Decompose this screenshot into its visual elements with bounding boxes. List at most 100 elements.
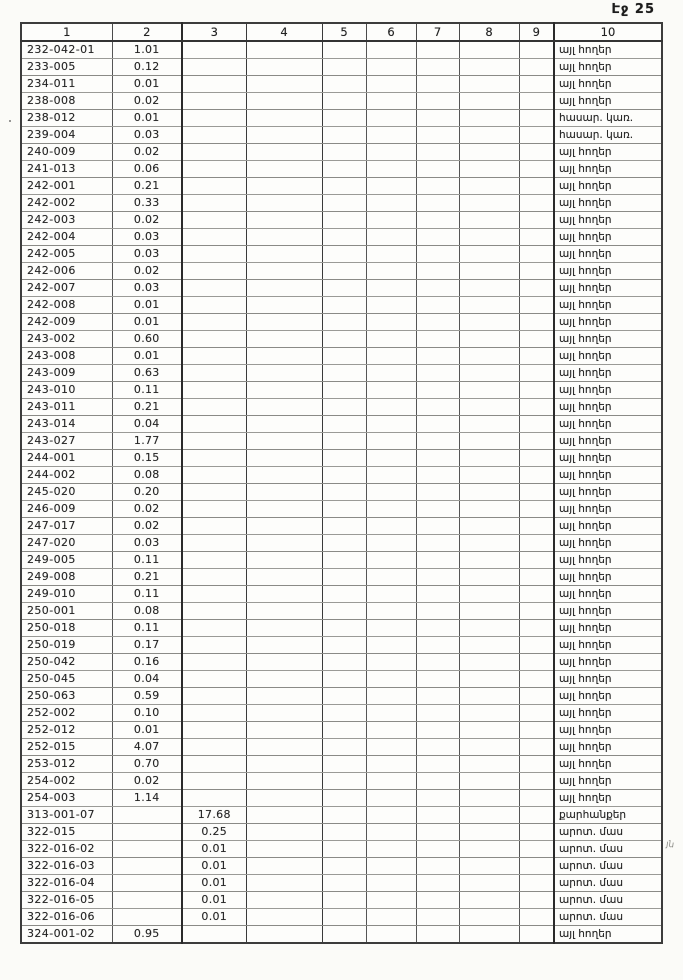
area-col3-cell: 0.25 bbox=[181, 823, 246, 841]
table-row: 241-013 0.06 այլ հողեր bbox=[20, 160, 662, 178]
table-row: 254-002 0.02 այլ հողեր bbox=[20, 772, 662, 790]
table-row: 322-016-02 0.01 արոտ. մաս bbox=[20, 840, 662, 858]
table-row: 238-012 0.01 հասար. կառ. bbox=[20, 109, 662, 127]
empty-cell bbox=[245, 415, 322, 433]
land-type-cell: այլ հողեր bbox=[553, 41, 662, 59]
land-type-cell: այլ հողեր bbox=[553, 551, 662, 569]
area-col2-cell: 0.01 bbox=[111, 109, 182, 127]
area-col2-cell: 0.02 bbox=[111, 143, 182, 161]
table-row: 322-016-03 0.01 արոտ. մաս bbox=[20, 857, 662, 875]
land-type-cell: այլ հողեր bbox=[553, 925, 662, 944]
empty-cell bbox=[415, 653, 459, 671]
empty-cell bbox=[518, 245, 554, 263]
empty-cell bbox=[245, 602, 322, 620]
empty-cell bbox=[518, 58, 554, 76]
empty-cell bbox=[458, 330, 519, 348]
empty-cell bbox=[245, 687, 322, 705]
empty-cell bbox=[458, 279, 519, 297]
area-col3-cell bbox=[181, 126, 246, 144]
empty-cell bbox=[458, 585, 519, 603]
empty-cell bbox=[365, 908, 416, 926]
empty-cell bbox=[518, 517, 554, 535]
empty-cell bbox=[245, 636, 322, 654]
area-col3-cell: 0.01 bbox=[181, 891, 246, 909]
area-col2-cell: 0.59 bbox=[111, 687, 182, 705]
empty-cell bbox=[321, 585, 366, 603]
empty-cell bbox=[365, 534, 416, 552]
empty-cell bbox=[415, 840, 459, 858]
empty-cell bbox=[415, 619, 459, 637]
area-col3-cell bbox=[181, 704, 246, 722]
empty-cell bbox=[415, 143, 459, 161]
area-col3-cell bbox=[181, 619, 246, 637]
empty-cell bbox=[245, 466, 322, 484]
empty-cell bbox=[365, 347, 416, 365]
area-col2-cell: 1.77 bbox=[111, 432, 182, 450]
area-col2-cell: 0.03 bbox=[111, 126, 182, 144]
empty-cell bbox=[365, 415, 416, 433]
empty-cell bbox=[321, 755, 366, 773]
empty-cell bbox=[518, 75, 554, 93]
area-col2-cell: 0.02 bbox=[111, 500, 182, 518]
empty-cell bbox=[321, 840, 366, 858]
empty-cell bbox=[415, 449, 459, 467]
empty-cell bbox=[415, 806, 459, 824]
empty-cell bbox=[321, 109, 366, 127]
table-row: 252-002 0.10 այլ հողեր bbox=[20, 704, 662, 722]
area-col2-cell: 1.14 bbox=[111, 789, 182, 807]
empty-cell bbox=[245, 398, 322, 416]
empty-cell bbox=[321, 432, 366, 450]
empty-cell bbox=[415, 568, 459, 586]
area-col3-cell bbox=[181, 313, 246, 331]
empty-cell bbox=[365, 772, 416, 790]
table-row: 243-010 0.11 այլ հողեր bbox=[20, 381, 662, 399]
area-col2-cell bbox=[111, 891, 182, 909]
area-col3-cell bbox=[181, 568, 246, 586]
area-col2-cell: 0.16 bbox=[111, 653, 182, 671]
empty-cell bbox=[245, 381, 322, 399]
area-col2-cell: 0.08 bbox=[111, 466, 182, 484]
empty-cell bbox=[321, 823, 366, 841]
empty-cell bbox=[415, 755, 459, 773]
area-col2-cell: 0.10 bbox=[111, 704, 182, 722]
empty-cell bbox=[365, 41, 416, 59]
empty-cell bbox=[365, 602, 416, 620]
empty-cell bbox=[415, 75, 459, 93]
empty-cell bbox=[245, 551, 322, 569]
empty-cell bbox=[321, 211, 366, 229]
area-col3-cell bbox=[181, 755, 246, 773]
empty-cell bbox=[458, 806, 519, 824]
land-type-cell: այլ հողեր bbox=[553, 670, 662, 688]
area-col2-cell: 0.11 bbox=[111, 585, 182, 603]
land-type-cell: այլ հողեր bbox=[553, 177, 662, 195]
table-row: 244-002 0.08 այլ հողեր bbox=[20, 466, 662, 484]
area-col3-cell bbox=[181, 194, 246, 212]
table-row: 242-003 0.02 այլ հողեր bbox=[20, 211, 662, 229]
area-col3-cell bbox=[181, 279, 246, 297]
empty-cell bbox=[518, 772, 554, 790]
empty-cell bbox=[365, 126, 416, 144]
table-row: 244-001 0.15 այլ հողեր bbox=[20, 449, 662, 467]
parcel-code-cell: 250-019 bbox=[20, 636, 112, 654]
empty-cell bbox=[415, 466, 459, 484]
parcel-code-cell: 243-009 bbox=[20, 364, 112, 382]
empty-cell bbox=[365, 211, 416, 229]
land-type-cell: այլ հողեր bbox=[553, 75, 662, 93]
empty-cell bbox=[245, 41, 322, 59]
empty-cell bbox=[321, 279, 366, 297]
empty-cell bbox=[458, 432, 519, 450]
empty-cell bbox=[365, 194, 416, 212]
land-type-cell: այլ հողեր bbox=[553, 755, 662, 773]
land-type-cell: հասար. կառ. bbox=[553, 109, 662, 127]
area-col2-cell: 0.03 bbox=[111, 228, 182, 246]
land-type-cell: այլ հողեր bbox=[553, 92, 662, 110]
table-row: 232-042-01 1.01 այլ հողեր bbox=[20, 41, 662, 59]
empty-cell bbox=[245, 823, 322, 841]
area-col2-cell: 1.01 bbox=[111, 41, 182, 59]
empty-cell bbox=[518, 364, 554, 382]
empty-cell bbox=[458, 517, 519, 535]
empty-cell bbox=[321, 245, 366, 263]
parcel-code-cell: 247-017 bbox=[20, 517, 112, 535]
empty-cell bbox=[458, 789, 519, 807]
empty-cell bbox=[245, 211, 322, 229]
